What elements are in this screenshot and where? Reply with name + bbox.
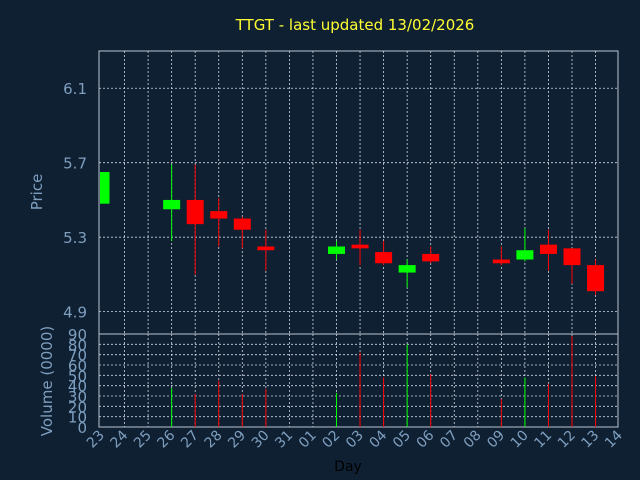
candle-body xyxy=(351,244,369,249)
price-tick-label: 4.9 xyxy=(63,304,87,322)
candlestick-series xyxy=(100,164,605,295)
volume-tick-label: 50 xyxy=(68,367,87,385)
candle-body xyxy=(186,199,204,225)
volume-tick-label: 80 xyxy=(68,336,87,354)
price-axis-label: Price xyxy=(28,174,46,211)
candle-body xyxy=(210,211,228,219)
volume-axis-label: Volume (0000) xyxy=(38,326,56,436)
x-axis: 23 24 25 26 27 28 29 30 31 01 02 03 04 05 06 07 08 09 10 11… xyxy=(84,427,626,451)
price-tick-label: 5.3 xyxy=(63,229,87,247)
price-y-axis: 4.9 5.3 5.7 6.1 xyxy=(63,80,87,321)
volume-tick-label: 0 xyxy=(77,419,87,437)
price-tick-label: 6.1 xyxy=(63,80,87,98)
candle-body xyxy=(492,259,510,264)
candle-body xyxy=(398,265,416,273)
candle-body xyxy=(375,252,393,264)
candle-body xyxy=(563,248,581,266)
volume-series xyxy=(171,336,597,427)
candle-body xyxy=(587,265,605,292)
volume-tick-label: 10 xyxy=(68,409,87,427)
candle-body xyxy=(163,199,181,210)
volume-tick-label: 60 xyxy=(68,357,87,375)
volume-tick-label: 20 xyxy=(68,398,87,416)
price-tick-label: 5.7 xyxy=(63,155,87,173)
candle-body xyxy=(328,246,345,254)
candle-body xyxy=(233,218,251,230)
volume-panel-frame xyxy=(98,333,619,428)
volume-tick-label: 90 xyxy=(68,326,87,344)
candle-body xyxy=(100,172,110,204)
chart-title: TTGT - last updated 13/02/2026 xyxy=(235,16,475,34)
candle-body xyxy=(422,253,440,262)
volume-tick-label: 40 xyxy=(68,378,87,396)
candle-body xyxy=(516,250,534,260)
x-axis-label: Day xyxy=(334,459,362,475)
volume-tick-label: 30 xyxy=(68,388,87,406)
candle-body xyxy=(257,246,275,251)
volume-tick-label: 70 xyxy=(68,347,87,365)
candle-body xyxy=(539,244,557,254)
